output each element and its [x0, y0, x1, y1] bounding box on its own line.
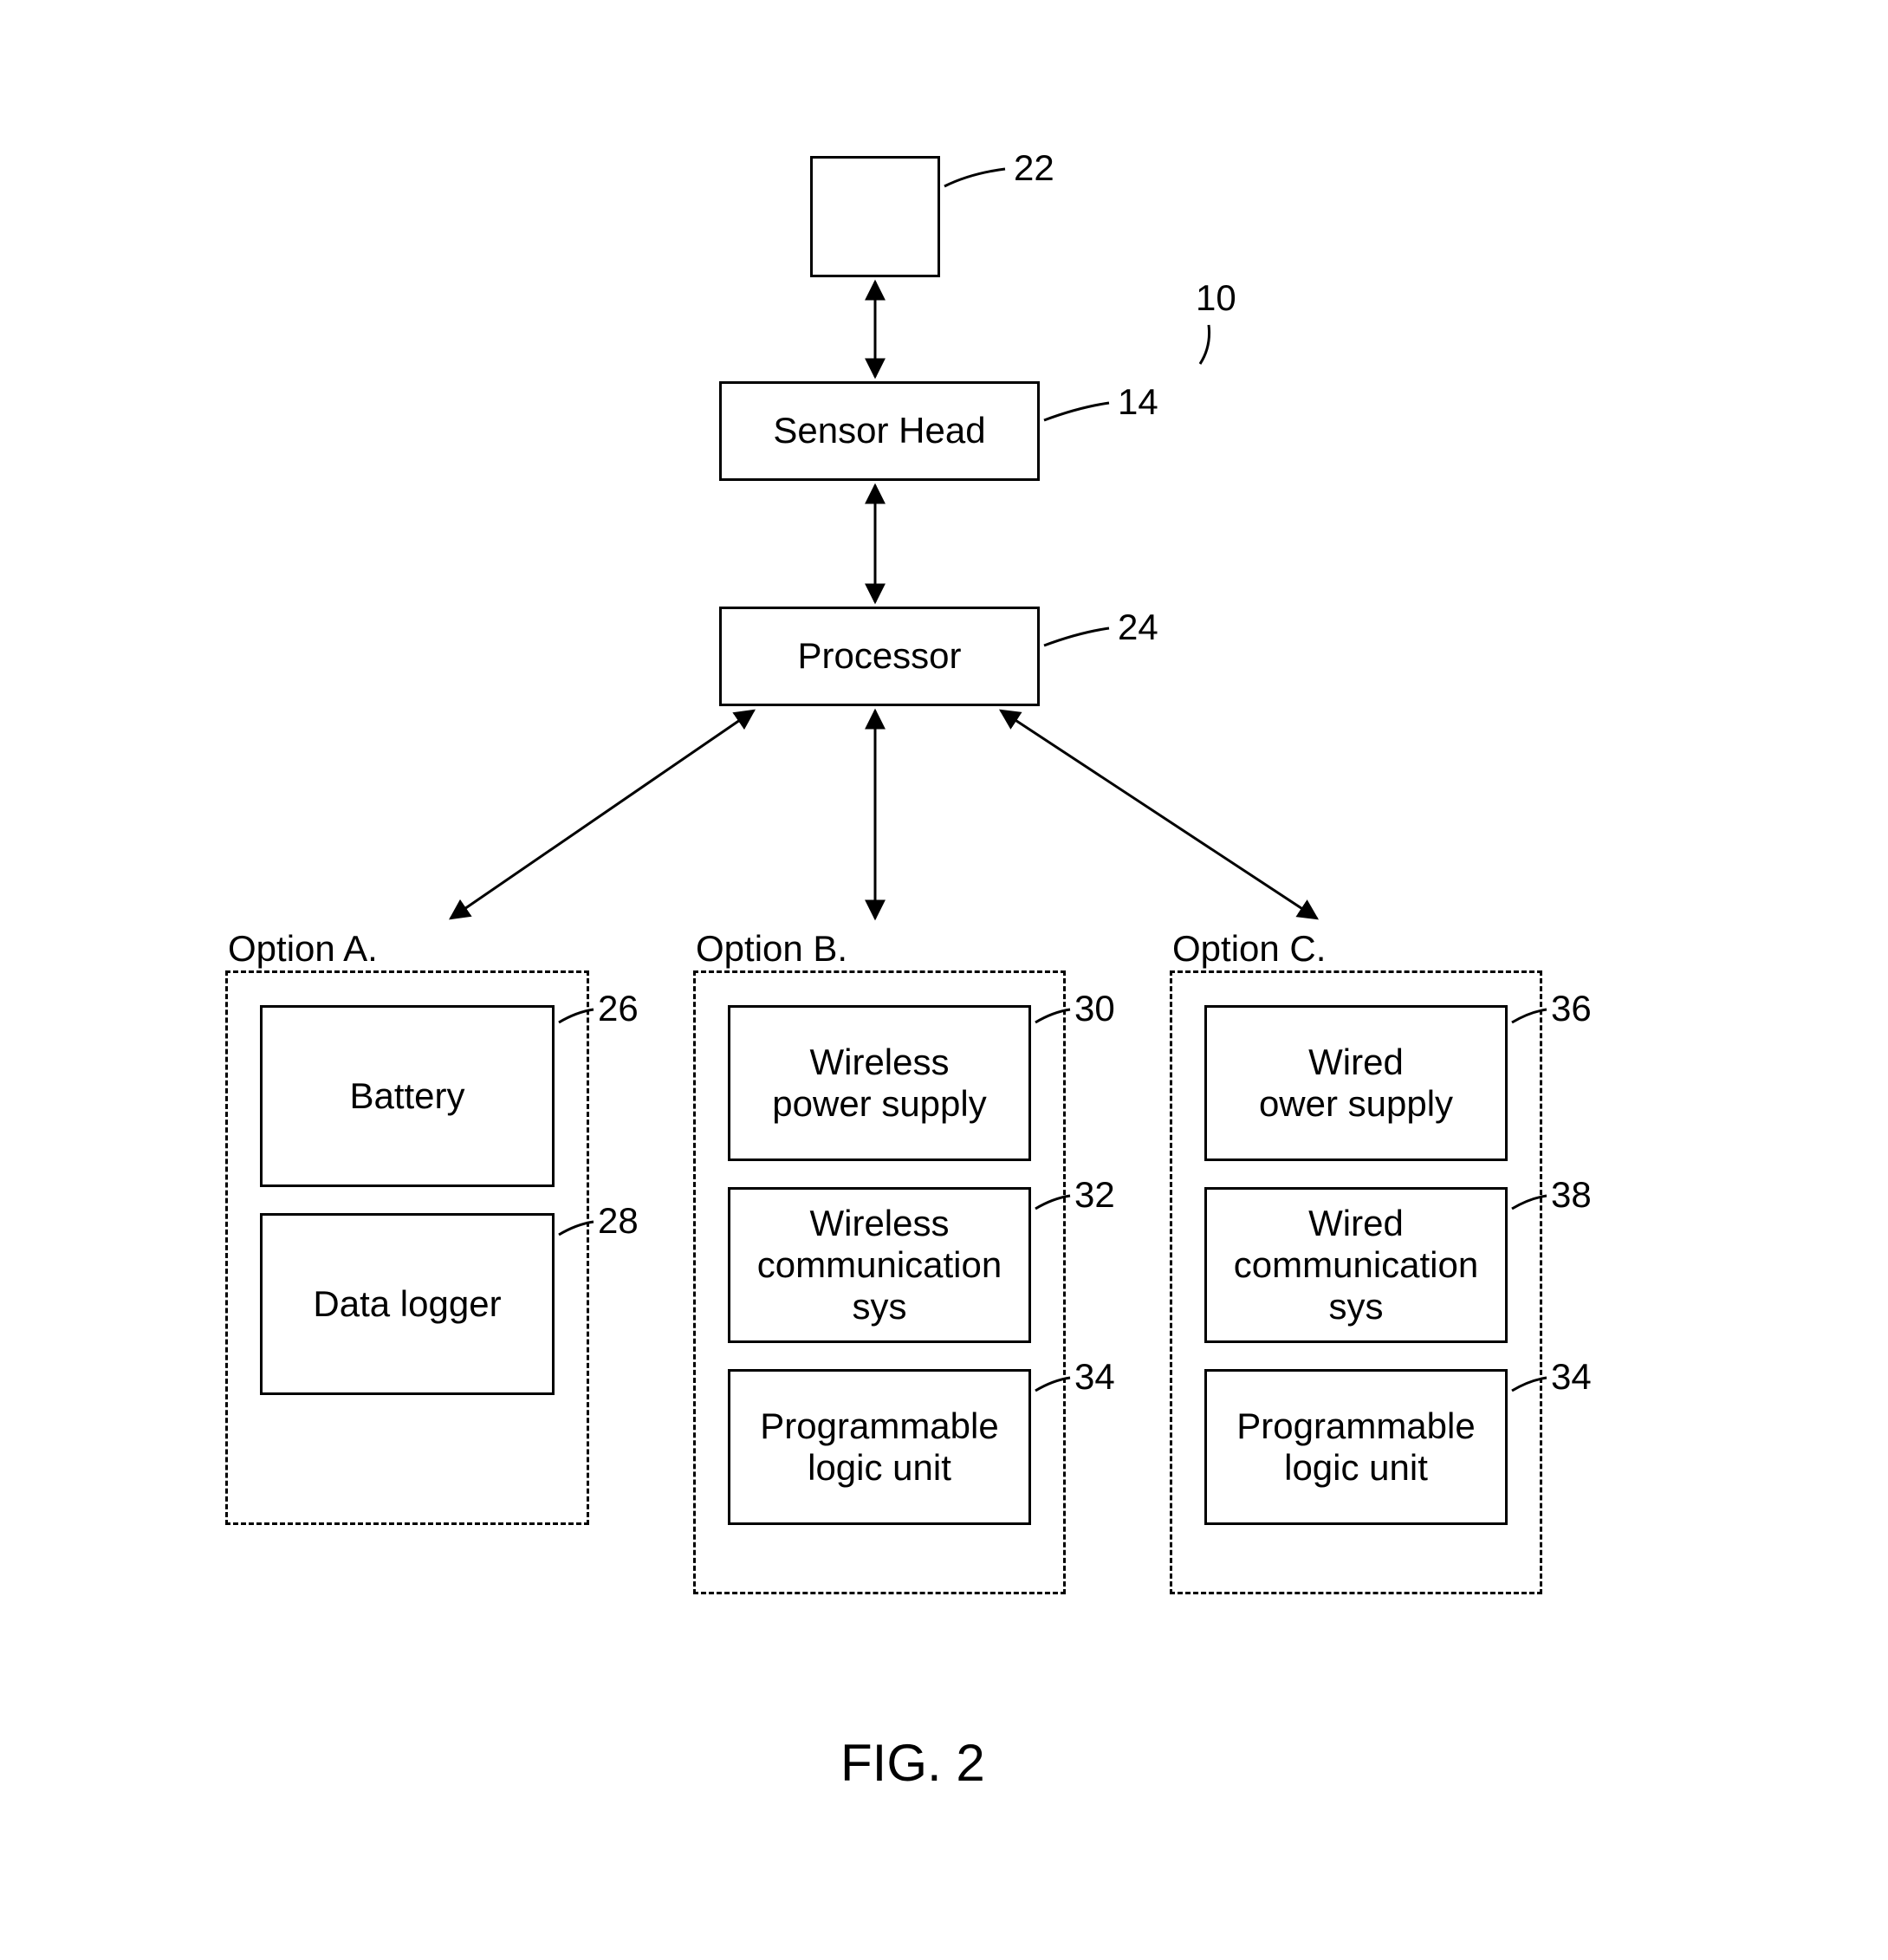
processor-label: Processor: [797, 635, 961, 677]
ref-30: 30: [1074, 988, 1115, 1029]
wired-comm-box: Wired communication sys: [1204, 1187, 1508, 1343]
wireless-comm-box: Wireless communication sys: [728, 1187, 1031, 1343]
option-b-title: Option B.: [696, 928, 847, 970]
sensor-head-label: Sensor Head: [773, 410, 985, 451]
option-c-title: Option C.: [1172, 928, 1326, 970]
wired-power-box: Wired ower supply: [1204, 1005, 1508, 1161]
ref-24: 24: [1118, 607, 1158, 648]
processor-box: Processor: [719, 607, 1040, 706]
wired-power-label: Wired ower supply: [1259, 1042, 1453, 1126]
ref-34-b: 34: [1074, 1356, 1115, 1398]
plu-b-label: Programmable logic unit: [760, 1405, 998, 1489]
plu-c-box: Programmable logic unit: [1204, 1369, 1508, 1525]
ref-10: 10: [1196, 277, 1236, 319]
battery-box: Battery: [260, 1005, 555, 1187]
wireless-power-box: Wireless power supply: [728, 1005, 1031, 1161]
ref-32: 32: [1074, 1174, 1115, 1216]
ref-28: 28: [598, 1200, 639, 1242]
ref-14: 14: [1118, 381, 1158, 423]
figure-label: FIG. 2: [840, 1733, 985, 1793]
option-a-title: Option A.: [228, 928, 378, 970]
data-logger-box: Data logger: [260, 1213, 555, 1395]
plu-c-label: Programmable logic unit: [1236, 1405, 1475, 1489]
coupler-box: [810, 156, 940, 277]
ref-26: 26: [598, 988, 639, 1029]
plu-b-box: Programmable logic unit: [728, 1369, 1031, 1525]
wireless-comm-label: Wireless communication sys: [730, 1203, 1028, 1328]
ref-38: 38: [1551, 1174, 1592, 1216]
ref-34-c: 34: [1551, 1356, 1592, 1398]
wireless-power-label: Wireless power supply: [772, 1042, 986, 1126]
ref-36: 36: [1551, 988, 1592, 1029]
data-logger-label: Data logger: [313, 1283, 501, 1325]
battery-label: Battery: [349, 1075, 464, 1117]
sensor-head-box: Sensor Head: [719, 381, 1040, 481]
ref-22: 22: [1014, 147, 1054, 189]
wired-comm-label: Wired communication sys: [1207, 1203, 1505, 1328]
diagram-canvas: 22 Sensor Head 14 Processor 24 10 Option…: [0, 0, 1888, 1960]
